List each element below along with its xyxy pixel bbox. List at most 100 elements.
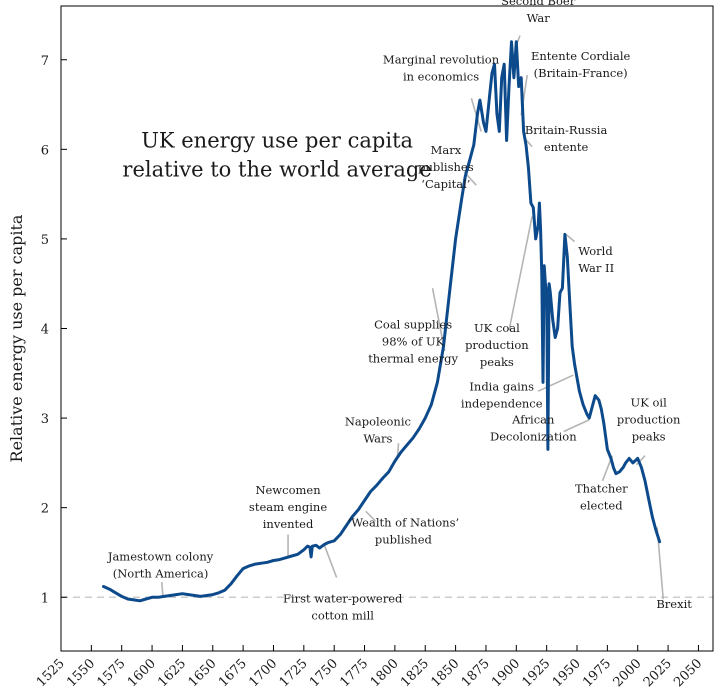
- annotation-line: World: [578, 244, 613, 258]
- x-tick-label: 1525: [34, 656, 68, 690]
- annotation-line: First water-powered: [283, 592, 403, 606]
- x-tick-label: 1650: [186, 656, 220, 690]
- annotation-label-16: Thatcher elected: [575, 481, 628, 512]
- annotation-line: entente: [544, 140, 589, 154]
- annotation-line: Entente Cordiale: [531, 49, 631, 63]
- annotation-line: production: [617, 412, 681, 426]
- annotation-label-2: First water-powered cotton mill: [283, 592, 403, 623]
- y-tick-label: 1: [41, 591, 49, 606]
- annotation-label-7: Marginal revolution in economics: [383, 52, 500, 83]
- annotation-line: Wars: [363, 431, 392, 445]
- x-tick-label: 1900: [489, 656, 523, 690]
- y-tick-label: 5: [41, 233, 49, 248]
- annotation-line: Napoleonic: [345, 414, 411, 428]
- annotation-line: (North America): [113, 567, 209, 581]
- annotation-line: production: [465, 338, 529, 352]
- annotation-leader-5: [431, 288, 446, 352]
- annotation-label-9: Entente Cordiale (Britain-France): [531, 49, 631, 80]
- annotation-line: War: [527, 11, 551, 25]
- annotation-line: peaks: [632, 429, 666, 443]
- annotation-leader-14: [563, 419, 590, 433]
- y-tick-label: 3: [41, 412, 49, 427]
- annotation-line: steam engine: [249, 500, 327, 514]
- annotation-line: Marginal revolution: [383, 52, 500, 66]
- annotation-line: peaks: [480, 355, 514, 369]
- chart-title: UK energy use per capita relative to the …: [122, 129, 431, 182]
- x-tick-label: 1725: [277, 656, 311, 690]
- annotation-leader-15: [635, 455, 646, 466]
- annotation-line: Newcomen: [255, 483, 321, 497]
- annotation-line: Second Boer: [501, 0, 576, 8]
- annotation-line: thermal energy: [368, 352, 458, 366]
- annotation-label-11: World War II: [578, 244, 614, 275]
- annotation-label-14: African Decolonization: [490, 412, 577, 443]
- annotation-line: cotton mill: [311, 609, 374, 623]
- x-tick-label: 1925: [519, 656, 553, 690]
- x-tick-label: 1975: [580, 656, 614, 690]
- y-tick-label: 7: [41, 54, 49, 69]
- annotation-label-4: ‘Wealth of Nations’ published: [348, 515, 460, 546]
- annotation-label-15: UK oil production peaks: [617, 395, 681, 443]
- annotation-label-12: UK coal production peaks: [465, 321, 529, 369]
- annotation-line: 98% of UK: [382, 335, 445, 349]
- annotation-line: UK oil: [631, 395, 668, 409]
- y-tick-label: 6: [41, 143, 49, 158]
- x-tick-label: 2025: [641, 656, 675, 690]
- annotation-line: invented: [263, 517, 314, 531]
- series-line-0: [102, 40, 662, 603]
- annotation-line: Brexit: [656, 597, 692, 611]
- annotation-label-8: Second Boer War: [501, 0, 576, 25]
- x-tick-label: 1675: [216, 656, 250, 690]
- annotation-line: published: [375, 532, 433, 546]
- x-tick-label: 1700: [246, 656, 280, 690]
- annotation-leader-4: [365, 510, 377, 522]
- x-tick-label: 1625: [155, 656, 189, 690]
- annotation-label-17: Brexit: [656, 597, 692, 611]
- annotation-label-1: Newcomen steam engine invented: [249, 483, 327, 531]
- x-tick-label: 2050: [671, 656, 705, 690]
- annotation-label-6: Marx publishes ‘Capital’: [418, 143, 474, 191]
- annotation-leader-12: [508, 216, 533, 331]
- x-tick-label: 1800: [368, 656, 402, 690]
- annotation-line: Jamestown colony: [107, 550, 214, 564]
- y-tick-label: 2: [41, 502, 49, 517]
- x-tick-label: 1950: [550, 656, 584, 690]
- annotation-line: Coal supplies: [374, 318, 452, 332]
- x-tick-label: 1575: [95, 656, 129, 690]
- annotation-leader-11: [565, 233, 576, 243]
- annotation-line: publishes: [418, 160, 474, 174]
- x-tick-label: 1825: [398, 656, 432, 690]
- annotation-line: Britain-Russia: [525, 123, 608, 137]
- x-tick-label: 1775: [337, 656, 371, 690]
- annotation-line: independence: [461, 396, 543, 410]
- annotation-line: War II: [578, 261, 614, 275]
- x-tick-label: 1600: [125, 656, 159, 690]
- annotation-line: Marx: [431, 143, 462, 157]
- y-axis-label: Relative energy use per capita: [7, 214, 26, 462]
- annotation-line: African: [511, 412, 555, 426]
- annotation-leader-2: [323, 545, 338, 578]
- annotation-line: in economics: [403, 69, 479, 83]
- annotation-label-5: Coal supplies 98% of UK thermal energy: [368, 318, 458, 366]
- annotation-leader-0: [160, 581, 164, 598]
- annotation-line: ‘Wealth of Nations’: [348, 515, 460, 529]
- annotation-line: (Britain-France): [534, 66, 628, 80]
- annotation-line: ‘Capital’: [421, 177, 470, 191]
- x-tick-label: 1550: [64, 656, 98, 690]
- chart-title-line: relative to the world average: [122, 158, 431, 182]
- annotation-line: Thatcher: [575, 481, 628, 495]
- x-tick-label: 1850: [428, 656, 462, 690]
- annotation-label-0: Jamestown colony (North America): [107, 550, 214, 581]
- annotation-label-10: Britain-Russia entente: [525, 123, 608, 154]
- annotation-line: elected: [580, 498, 623, 512]
- x-tick-label: 1750: [307, 656, 341, 690]
- annotation-line: UK coal: [474, 321, 520, 335]
- y-tick-label: 4: [41, 323, 49, 338]
- annotation-line: Decolonization: [490, 429, 577, 443]
- annotation-leader-13: [537, 374, 574, 392]
- annotation-line: India gains: [469, 379, 534, 393]
- x-tick-label: 1875: [459, 656, 493, 690]
- x-tick-label: 2000: [611, 656, 645, 690]
